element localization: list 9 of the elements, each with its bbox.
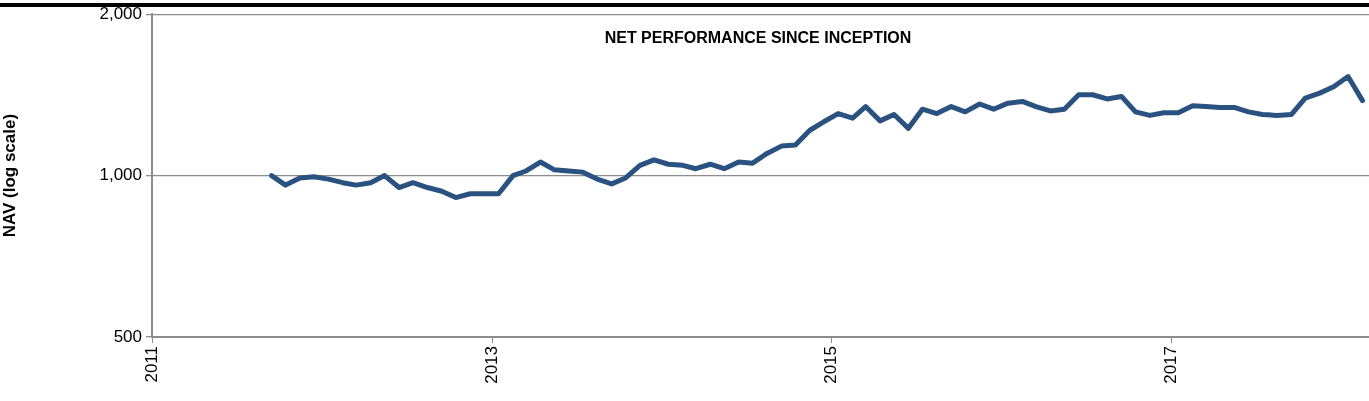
y-tick-label: 1,000 [99,165,142,185]
y-axis-title: NAV (log scale) [0,113,19,238]
text: NET PERFORMANCE SINCE INCEPTION [604,28,912,46]
x-tick-label: 2011 [141,346,161,383]
x-tick-label: 2017 [1161,346,1181,384]
y-tick-label: 500 [113,326,142,346]
x-tick-label: 2013 [481,346,501,384]
x-tick-label: 2015 [821,346,841,384]
y-tick-label: 2,000 [99,3,142,23]
